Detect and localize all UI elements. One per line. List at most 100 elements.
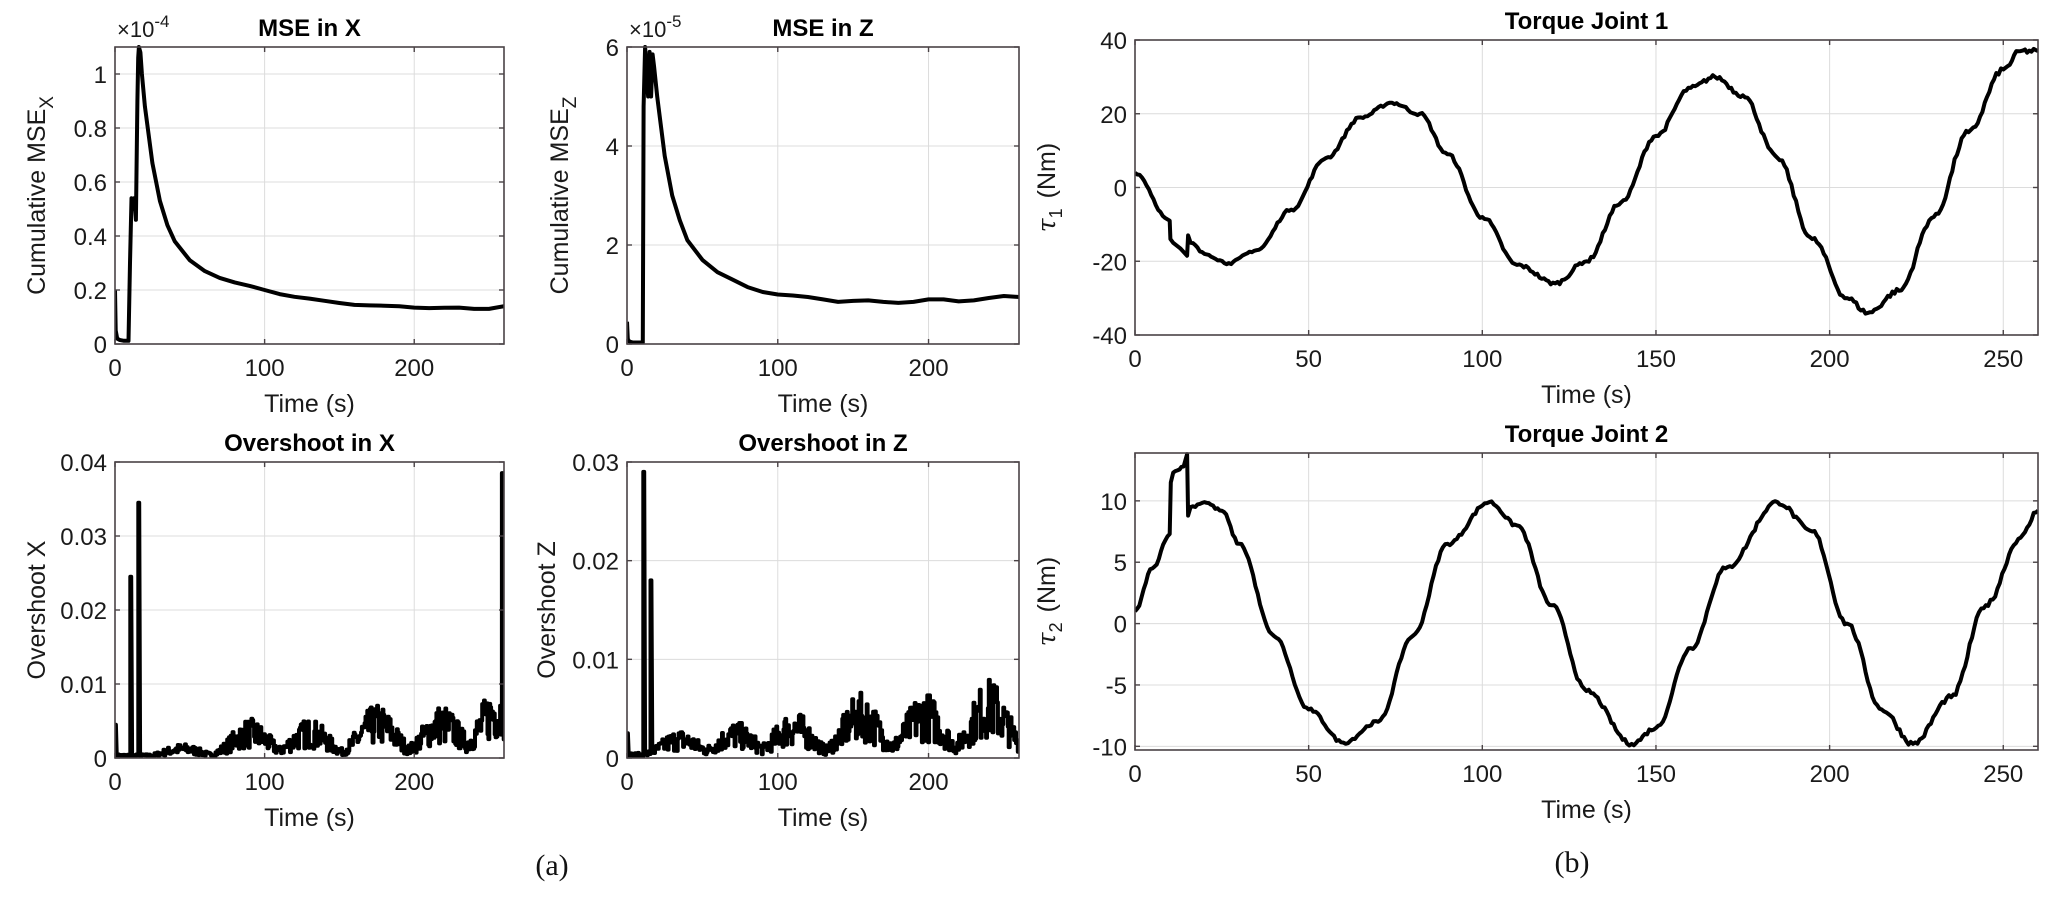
y-label-subscript: 2 xyxy=(1046,622,1066,632)
y-axis-label: Overshoot X xyxy=(23,540,51,679)
y-axis-label: τ1 (Nm) xyxy=(1032,143,1066,232)
y-label-symbol: τ xyxy=(1032,631,1061,646)
x-tick-label: 100 xyxy=(1462,346,1502,373)
exponent-power: -5 xyxy=(666,12,681,31)
x-tick-label: 50 xyxy=(1295,346,1322,373)
data-line-overshoot-z xyxy=(627,469,1019,758)
data-line-overshoot-x xyxy=(115,471,504,758)
y-exponent-label: ×10-4 xyxy=(117,12,169,42)
y-axis-label: Cumulative MSEX xyxy=(23,96,58,295)
y-tick-label: 0 xyxy=(606,746,619,773)
y-tick-label: 0.02 xyxy=(572,549,619,576)
y-tick-label: -10 xyxy=(1092,734,1127,761)
exponent-power: -4 xyxy=(154,12,169,31)
x-tick-label: 250 xyxy=(1983,761,2023,788)
x-tick-label: 0 xyxy=(1128,761,1141,788)
y-tick-label: 40 xyxy=(1100,28,1127,55)
y-tick-label: 2 xyxy=(606,233,619,260)
y-tick-label: -40 xyxy=(1092,323,1127,350)
x-tick-label: 50 xyxy=(1295,761,1322,788)
axes-frame xyxy=(1134,452,2039,751)
data-line-torque-2 xyxy=(1135,452,2038,748)
y-tick-label: 0.03 xyxy=(60,524,107,551)
x-tick-label: 100 xyxy=(1462,761,1502,788)
x-tick-label: 200 xyxy=(394,769,434,796)
x-axis-label: Time (s) xyxy=(778,390,869,418)
x-tick-label: 0 xyxy=(108,355,121,382)
axes-frame xyxy=(114,46,505,345)
x-tick-label: 200 xyxy=(1810,761,1850,788)
y-tick-label: 0.01 xyxy=(60,672,107,699)
chart-torque-2: 0 50 100 150 200 250 -10 -5 0 5 10 Torque Joint 2 Ti… xyxy=(1032,421,2039,824)
plot-title: MSE in Z xyxy=(772,15,873,42)
x-tick-label: 0 xyxy=(620,769,633,796)
y-label-text: Overshoot Z xyxy=(533,541,561,679)
axes-frame xyxy=(626,461,1020,759)
data-line-torque-1 xyxy=(1135,46,2038,316)
x-tick-label: 200 xyxy=(1810,346,1850,373)
y-axis-label: Overshoot Z xyxy=(533,541,561,679)
x-axis-label: Time (s) xyxy=(1541,381,1632,409)
y-label-text: Cumulative MSE xyxy=(23,109,51,295)
x-tick-label: 100 xyxy=(245,355,285,382)
y-label-unit: (Nm) xyxy=(1033,143,1061,199)
y-tick-label: 0.01 xyxy=(572,647,619,674)
x-tick-label: 150 xyxy=(1636,761,1676,788)
y-tick-label: 0.2 xyxy=(74,278,107,305)
caption-a: (a) xyxy=(535,849,568,882)
x-tick-label: 150 xyxy=(1636,346,1676,373)
plot-title: MSE in X xyxy=(258,15,361,42)
y-tick-label: 4 xyxy=(606,134,619,161)
x-tick-label: 0 xyxy=(1128,346,1141,373)
y-tick-label: 0 xyxy=(94,746,107,773)
x-tick-label: 200 xyxy=(394,355,434,382)
y-tick-label: 20 xyxy=(1100,102,1127,129)
y-label-symbol: τ xyxy=(1032,217,1061,232)
caption-b: (b) xyxy=(1555,846,1590,879)
y-tick-label: 0.04 xyxy=(60,450,107,477)
plot-title: Torque Joint 1 xyxy=(1505,8,1669,35)
y-label-text: Overshoot X xyxy=(23,540,51,679)
y-axis-label: Cumulative MSEZ xyxy=(546,96,581,294)
chart-mse-x: 0 100 200 0 0.2 0.4 0.6 0.8 1 MSE in X Time (s) Cum… xyxy=(23,12,505,418)
y-exponent-label: ×10-5 xyxy=(629,12,681,42)
y-label-subscript: X xyxy=(37,96,58,109)
plot-title: Overshoot in X xyxy=(224,430,395,457)
x-axis-label: Time (s) xyxy=(264,804,355,832)
y-tick-label: 1 xyxy=(94,62,107,89)
y-tick-label: 0 xyxy=(1114,176,1127,203)
x-axis-label: Time (s) xyxy=(1541,796,1632,824)
y-tick-label: 0.02 xyxy=(60,598,107,625)
x-axis-label: Time (s) xyxy=(264,390,355,418)
y-tick-label: 0 xyxy=(94,332,107,359)
chart-mse-z: 0 100 200 0 2 4 6 MSE in Z Time (s) Cumulative MS… xyxy=(546,12,1020,418)
data-line-mse-z xyxy=(627,45,1019,344)
chart-torque-1: 0 50 100 150 200 250 -40 -20 0 20 40 Torque Joint 1… xyxy=(1032,8,2039,409)
chart-overshoot-z: 0 100 200 0 0.01 0.02 0.03 Overshoot in Z Time (… xyxy=(533,430,1020,832)
x-tick-label: 100 xyxy=(758,355,798,382)
y-tick-label: 6 xyxy=(606,35,619,62)
x-tick-label: 0 xyxy=(620,355,633,382)
y-tick-label: 0 xyxy=(606,332,619,359)
y-tick-label: 0 xyxy=(1114,612,1127,639)
y-tick-label: -20 xyxy=(1092,249,1127,276)
y-tick-label: -5 xyxy=(1106,673,1127,700)
axes-frame xyxy=(626,46,1020,345)
y-tick-label: 0.8 xyxy=(74,116,107,143)
x-axis-label: Time (s) xyxy=(778,804,869,832)
y-label-text: Cumulative MSE xyxy=(546,108,574,294)
y-tick-label: 10 xyxy=(1100,489,1127,516)
y-tick-label: 0.6 xyxy=(74,170,107,197)
y-label-subscript: Z xyxy=(560,96,581,108)
x-tick-label: 200 xyxy=(909,769,949,796)
y-tick-label: 0.03 xyxy=(572,450,619,477)
y-label-unit: (Nm) xyxy=(1033,557,1061,613)
exponent-base: ×10 xyxy=(117,17,154,42)
x-tick-label: 100 xyxy=(758,769,798,796)
plot-title: Torque Joint 2 xyxy=(1505,421,1669,448)
y-tick-label: 5 xyxy=(1114,550,1127,577)
x-tick-label: 200 xyxy=(909,355,949,382)
y-axis-label: τ2 (Nm) xyxy=(1032,557,1066,646)
y-tick-label: 0.4 xyxy=(74,224,107,251)
